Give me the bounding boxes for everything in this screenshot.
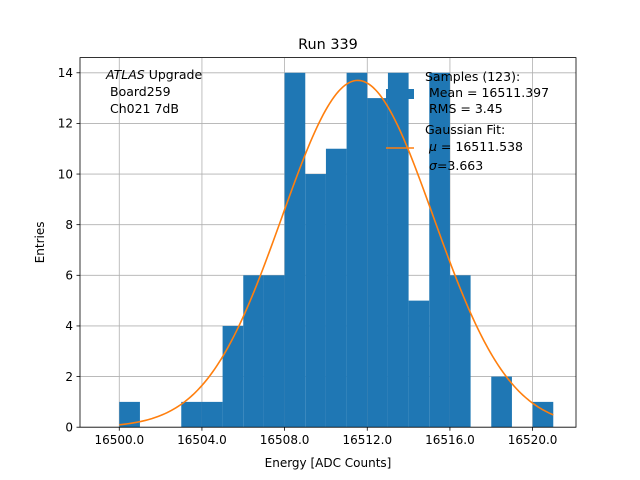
legend: Samples (123): Mean = 16511.397 RMS = 3.…: [386, 69, 549, 173]
histogram-bar: [532, 401, 554, 428]
histogram-bar: [222, 325, 244, 428]
y-tick-label: 6: [65, 269, 73, 283]
annotation-line-3: Ch021 7dB: [110, 101, 179, 116]
annotation-line-2: Board259: [110, 84, 171, 99]
x-tick-label: 16520.0: [508, 433, 558, 447]
legend-samples-line-1: Samples (123):: [425, 69, 520, 84]
histogram-bar: [346, 72, 368, 428]
x-tick-label: 16504.0: [177, 433, 227, 447]
annotation-upgrade: Upgrade: [145, 67, 203, 82]
y-tick-label: 10: [58, 167, 73, 181]
legend-fit-line-1: Gaussian Fit:: [425, 122, 505, 137]
legend-samples-patch: [386, 89, 414, 99]
histogram-bar: [325, 148, 347, 428]
histogram-bar: [408, 300, 430, 428]
histogram-bar: [119, 401, 140, 428]
legend-fit-line-3: σ=3.663: [429, 158, 483, 173]
histogram-bar: [491, 376, 512, 428]
histogram-bar: [367, 98, 388, 428]
histogram-bar: [201, 401, 223, 428]
gaussian-fit: [119, 79, 554, 426]
y-axis-ticks: 0 2 4 6 8 10 12 14: [58, 66, 80, 435]
y-tick-label: 12: [58, 117, 73, 131]
y-axis-label: Entries: [33, 222, 47, 264]
histogram-bars: [119, 72, 554, 428]
annotation-atlas: ATLAS: [105, 67, 145, 82]
x-tick-label: 16508.0: [260, 433, 310, 447]
histogram-bar: [387, 72, 409, 428]
legend-sigma-symbol: σ: [429, 158, 438, 173]
legend-mu-symbol: μ: [428, 139, 437, 154]
histogram-bar: [284, 72, 306, 428]
legend-mu-value: = 16511.538: [437, 139, 523, 154]
annotation-line-1: ATLAS Upgrade: [105, 67, 202, 82]
plot-frame: [79, 57, 577, 428]
x-axis-label: Energy [ADC Counts]: [265, 456, 392, 470]
y-tick-label: 8: [65, 218, 73, 232]
histogram-bar: [243, 275, 264, 428]
legend-samples-line-2: Mean = 16511.397: [429, 85, 549, 100]
gaussian-fit-curve: [119, 79, 554, 426]
histogram-bar: [305, 174, 326, 428]
legend-fit-line-2: μ = 16511.538: [428, 139, 523, 154]
x-axis-ticks: 16500.0 16504.0 16508.0 16512.0 16516.0 16520…: [94, 427, 557, 447]
annotation: ATLAS Upgrade Board259 Ch021 7dB: [105, 67, 202, 116]
x-tick-label: 16500.0: [94, 433, 144, 447]
y-tick-label: 0: [65, 421, 73, 435]
legend-sigma-value: =3.663: [437, 158, 483, 173]
histogram-bar: [263, 275, 285, 428]
y-tick-label: 2: [65, 370, 73, 384]
x-tick-label: 16516.0: [425, 433, 475, 447]
x-tick-label: 16512.0: [342, 433, 392, 447]
histogram-bar: [449, 275, 471, 428]
chart-title: Run 339: [298, 37, 358, 53]
y-tick-label: 4: [65, 319, 73, 333]
histogram-bar: [429, 72, 450, 428]
y-tick-label: 14: [58, 66, 73, 80]
histogram-bar: [181, 401, 202, 428]
legend-samples-line-3: RMS = 3.45: [429, 101, 503, 116]
